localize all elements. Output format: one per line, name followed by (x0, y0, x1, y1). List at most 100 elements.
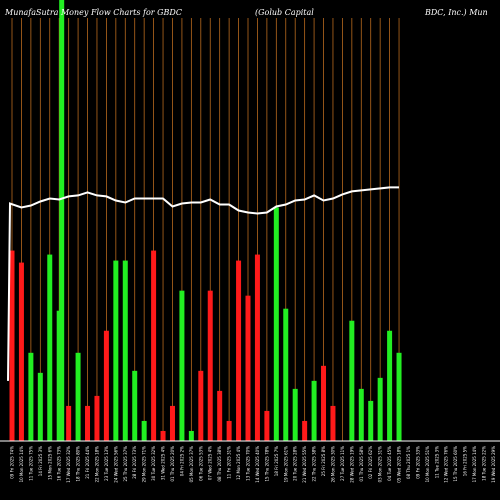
bar (368, 400, 374, 441)
bar (85, 405, 91, 441)
x-tick-label: 30 Tue 2025 32% (151, 446, 156, 481)
x-tick-label: 06 Tue 2025 53% (198, 446, 203, 481)
x-tick-label: 18 Tue 2025 22% (482, 446, 487, 481)
x-tick-label: 19 Mon 2025 61% (283, 446, 288, 483)
bar (122, 260, 128, 441)
x-tick-label: 29 Mon 2025 71% (142, 446, 147, 483)
x-tick-label: 17 Mon 2025 14% (472, 446, 477, 483)
bar (160, 430, 166, 441)
x-tick-label: 15 Thu 2025 60% (453, 446, 458, 482)
x-tick-label: 08 Thu 2025 38% (217, 446, 222, 482)
x-tick-label: 26 Mon 2025 30% (330, 446, 335, 483)
x-tick-label: 21 Wed 2025 55% (302, 446, 307, 483)
bar (141, 420, 147, 441)
x-tick-label: 08 Thu 2025 1% (406, 446, 411, 479)
spike-bar (59, 0, 65, 441)
bar (245, 295, 251, 441)
bar (113, 260, 119, 441)
x-tick-label: 28 Fri 2025 73% (132, 446, 137, 479)
x-tick-label: 13 Tue 2025 70% (246, 446, 251, 481)
bar (94, 395, 100, 441)
bar (47, 254, 53, 441)
bar (396, 352, 402, 441)
bar (377, 377, 383, 441)
x-tick-label: 18 Thu 2025 80% (76, 446, 81, 482)
x-tick-label: 05 Wed 2025 18% (397, 446, 402, 483)
bar (387, 330, 393, 441)
x-tick-label: 24 Wed 2025 56% (113, 446, 118, 483)
x-tick-label: 20 Tue 2025 28% (293, 446, 298, 481)
price-line (7, 186, 399, 381)
bar (37, 372, 43, 441)
bar (179, 290, 185, 441)
bar (132, 370, 138, 441)
bar (264, 410, 270, 441)
x-tick-label: 17 Wed 2025 32% (66, 446, 71, 483)
x-tick-label: 15 Mon 2025 6% (47, 446, 52, 480)
bar (321, 365, 327, 441)
bar (311, 380, 317, 441)
x-tick-label: 09 Fri 2025 74% (10, 446, 15, 479)
x-tick-label: 05 Mon 2025 37% (189, 446, 194, 483)
x-tick-labels: 09 Fri 2025 74% 10 Mon 2025 14% 11 Tue 202… (10, 446, 496, 483)
x-tick-label: 02 Fri 2025 62% (368, 446, 373, 479)
bar (151, 250, 157, 441)
bar (349, 320, 355, 441)
x-tick-label: 22 Mon 2025 18% (94, 446, 99, 483)
x-tick-label: 04 Fri 2025 2% (179, 446, 184, 476)
bar (28, 352, 34, 441)
x-tick-label: 16 Tue 2025 73% (57, 446, 62, 481)
bar (292, 388, 298, 441)
x-tick-label: 12 Mon 2025 4% (236, 446, 241, 480)
x-tick-label: 07 Wed 2025 4% (208, 446, 213, 480)
bars (9, 0, 402, 441)
bar (330, 405, 336, 441)
bar (66, 405, 72, 441)
bar (236, 260, 242, 441)
chart-title-part-2: (Golub Capital (255, 8, 314, 17)
chart-title-part-1: MunafaSutra Money Flow Charts for GBDC (4, 8, 182, 17)
x-tick-label: 14 Fri 2025 3% (38, 446, 43, 476)
bar (103, 330, 109, 441)
x-tick-label: 11 Fri 2025 31% (227, 446, 232, 479)
price-line-path (7, 186, 399, 381)
bar (358, 388, 364, 441)
bar (283, 308, 289, 441)
bar (207, 290, 213, 441)
bar (254, 254, 260, 441)
bar (75, 352, 81, 441)
bar (198, 370, 204, 441)
x-tick-label: 25 Fri 2025 8% (321, 446, 326, 476)
x-tick-label: 12 Wed 2025 76% (444, 446, 449, 483)
x-tick-label: 14 Wed 2025 40% (255, 446, 260, 483)
x-tick-label: 09 Fri 2025 33% (415, 446, 420, 479)
x-tick-label: 18 Fri 2025 7% (274, 446, 279, 476)
x-tick-label: 22 Thu 2025 38% (312, 446, 317, 482)
x-tick-label: 23 Tue 2025 13% (104, 446, 109, 481)
bar (169, 405, 175, 441)
x-tick-label: 16 Fri 2025 5% (463, 446, 468, 476)
x-tick-label: 01 Thu 2025 20% (170, 446, 175, 482)
bar (273, 207, 279, 441)
bar (217, 390, 223, 441)
x-tick-label: 03 Mon 2025 31% (378, 446, 383, 483)
bar (9, 250, 15, 441)
chart-title-part-3: BDC, Inc.) Mun (424, 8, 488, 17)
x-tick-label: 04 Tue 2025 45% (387, 446, 392, 481)
x-tick-label: 25 Thu 2025 37% (123, 446, 128, 482)
x-tick-label: 31 Wed 2025 4% (161, 446, 166, 480)
x-tick-label: 19 Wed 2025 29% (491, 446, 496, 483)
x-tick-label: 01 Thu 2025 58% (359, 446, 364, 482)
bar (18, 262, 24, 441)
x-tick-label: 28 Wed 2025 19% (349, 446, 354, 483)
x-tick-label: 11 Tue 2025 3% (434, 446, 439, 478)
bar (226, 420, 232, 441)
x-tick-label: 11 Tue 2025 75% (28, 446, 33, 481)
x-tick-label: 15 Thu 2025 78% (264, 446, 269, 482)
x-tick-label: 10 Mon 2025 14% (19, 446, 24, 483)
bar (302, 420, 308, 441)
x-tick-label: 21 Fri 2025 44% (85, 446, 90, 479)
bar (188, 430, 194, 441)
